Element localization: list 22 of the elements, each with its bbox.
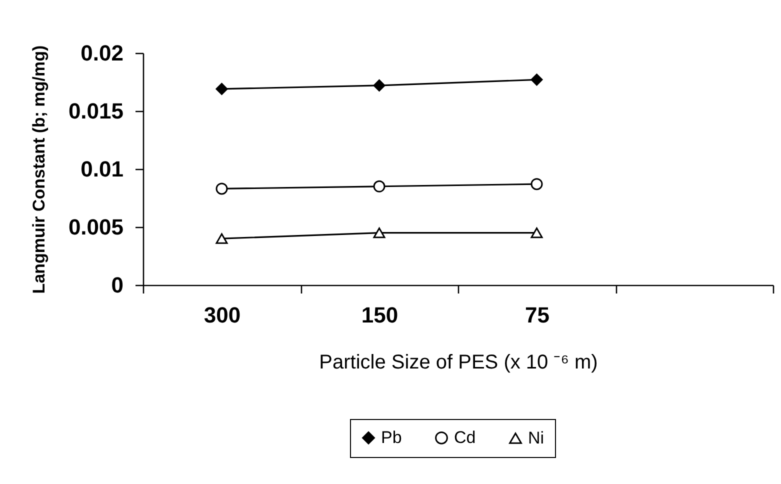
y-tick-label: 0.02 (80, 40, 124, 66)
point (216, 233, 228, 244)
x-tick-label: 300 (204, 302, 241, 328)
point (530, 228, 543, 238)
y-tick-label: 0.005 (68, 214, 124, 240)
legend-label: Ni (528, 428, 544, 448)
y-tick-label: 0 (111, 272, 124, 298)
x-tick-label: 150 (361, 302, 398, 328)
legend-label: Cd (454, 428, 476, 447)
point (373, 79, 386, 92)
point (216, 82, 228, 95)
point (530, 74, 543, 86)
y-axis-title: Langmuir Constant (b; mg/mg) (29, 45, 48, 294)
point (373, 180, 386, 192)
point (216, 182, 228, 195)
y-tick-label: 0.015 (68, 98, 124, 124)
point (373, 228, 386, 238)
legend-label: Pb (381, 428, 402, 447)
y-tick-label: 0.01 (80, 156, 124, 182)
x-tick-label: 75 (525, 302, 550, 328)
point (530, 178, 543, 190)
x-axis-title: Particle Size of PES (x 10 ⁻⁶ m) (319, 352, 598, 374)
